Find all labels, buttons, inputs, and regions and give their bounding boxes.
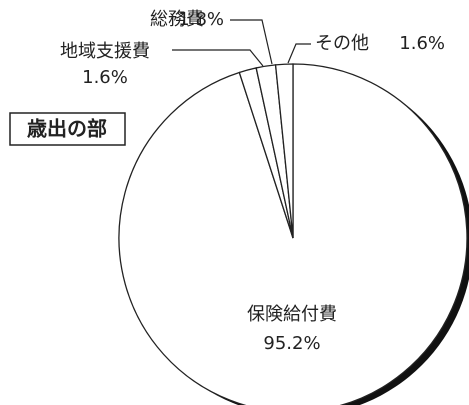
value-label: 1.6% — [82, 67, 128, 88]
value-label: 1.6% — [399, 33, 445, 54]
leader-line — [288, 44, 311, 63]
value-label: 95.2% — [263, 333, 320, 354]
slice-label: 保険給付費 — [247, 304, 337, 325]
leader-line — [230, 20, 272, 64]
leader-line — [172, 50, 263, 66]
slice-label: その他 — [315, 33, 369, 54]
value-label: 1.8% — [178, 9, 224, 30]
page: 歳出の部 保険給付費95.2%地域支援費1.6%総務費1.8%その他1.6% (… — [0, 0, 469, 405]
chart-title: 歳出の部 — [27, 117, 107, 141]
slice-label: 地域支援費 — [60, 41, 150, 62]
chart: 歳出の部 保険給付費95.2%地域支援費1.6%総務費1.8%その他1.6% — [0, 0, 469, 405]
